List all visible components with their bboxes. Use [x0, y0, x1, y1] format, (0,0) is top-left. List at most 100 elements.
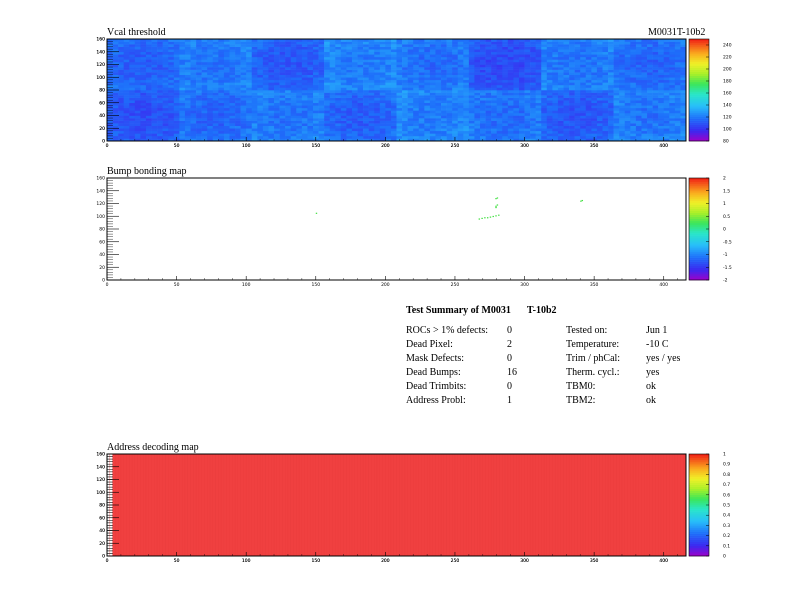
vcal-cell — [140, 59, 147, 63]
vcal-cell — [641, 69, 648, 73]
vcal-cell — [669, 72, 676, 75]
vcal-cell — [619, 51, 626, 55]
vcal-cell — [513, 61, 520, 65]
vcal-cell — [123, 67, 130, 70]
vcal-cell — [134, 51, 141, 55]
vcal-cell — [184, 49, 191, 53]
colorbar-cell-1 — [689, 204, 709, 207]
vcal-cell — [390, 39, 397, 42]
vcal-cell — [619, 54, 626, 58]
vcal-cell — [324, 112, 330, 116]
vcal-cell — [134, 107, 141, 111]
vcal-cell — [145, 120, 152, 124]
vcal-cell — [413, 97, 420, 101]
vcal-cell — [502, 64, 509, 68]
vcal-cell — [463, 118, 470, 121]
vcal-cell — [274, 95, 280, 98]
vcal-cell — [179, 138, 186, 142]
vcal-cell — [396, 59, 403, 63]
vcal-cell — [435, 46, 442, 50]
vcal-cell — [107, 107, 113, 111]
vcal-cell — [301, 84, 308, 88]
vcal-cell — [630, 51, 637, 55]
vcal-cell — [112, 92, 119, 96]
vcal-cell — [162, 118, 169, 121]
vcal-cell — [279, 115, 286, 119]
vcal-cell — [596, 102, 603, 106]
vcal-cell — [324, 130, 330, 134]
vcal-cell — [535, 77, 542, 81]
colorbar-cell-1 — [689, 267, 709, 271]
vcal-cell — [357, 72, 364, 75]
vcal-cell — [463, 59, 470, 63]
vcal-cell — [229, 120, 236, 124]
vcal-cell — [357, 67, 364, 70]
vcal-cell — [669, 133, 676, 137]
vcal-cell — [524, 54, 531, 58]
vcal-cell — [296, 39, 303, 42]
vcal-cell — [574, 77, 581, 81]
vcal-cell — [669, 44, 676, 47]
vcal-cell — [480, 115, 486, 119]
vcal-cell — [569, 100, 575, 104]
vcal-cell — [535, 54, 542, 58]
vcal-cell — [379, 84, 386, 88]
vcal-cell — [530, 118, 536, 121]
vcal-cell — [296, 90, 303, 93]
vcal-cell — [162, 135, 169, 139]
vcal-cell — [212, 49, 219, 53]
vcal-cell — [357, 135, 364, 139]
vcal-cell — [107, 95, 113, 98]
vcal-cell — [452, 67, 459, 70]
vcal-cell — [363, 123, 369, 126]
vcal-cell — [480, 46, 486, 50]
vcal-cell — [429, 112, 436, 116]
vcal-cell — [390, 51, 397, 55]
vcal-cell — [184, 72, 191, 75]
vcal-cell — [468, 84, 475, 88]
vcal-cell — [518, 87, 525, 91]
vcal-cell — [457, 128, 464, 132]
vcal-cell — [441, 110, 447, 114]
vcal-cell — [407, 87, 414, 91]
vcal-cell — [290, 90, 297, 93]
vcal-cell — [279, 102, 286, 106]
vcal-cell — [507, 82, 514, 86]
vcal-cell — [357, 118, 364, 121]
vcal-cell — [340, 84, 347, 88]
vcal-cell — [118, 135, 125, 139]
vcal-cell — [652, 64, 659, 68]
vcal-cell — [602, 118, 609, 121]
vcal-cell — [240, 49, 247, 53]
vcal-cell — [491, 61, 498, 65]
vcal-cell — [151, 51, 158, 55]
vcal-cell — [201, 92, 208, 96]
vcal-cell — [324, 87, 330, 91]
vcal-cell — [184, 82, 191, 86]
vcal-cell — [157, 120, 163, 124]
vcal-cell — [396, 49, 403, 53]
vcal-cell — [585, 105, 592, 109]
vcal-cell — [157, 67, 163, 70]
vcal-cell — [385, 61, 392, 65]
vcal-cell — [580, 100, 587, 104]
x-tick-label-2-5: 250 — [451, 558, 460, 564]
vcal-cell — [279, 46, 286, 50]
vcal-cell — [385, 138, 392, 142]
vcal-cell — [318, 107, 325, 111]
vcal-cell — [374, 128, 381, 132]
vcal-cell — [452, 100, 459, 104]
vcal-cell — [407, 72, 414, 75]
vcal-cell — [290, 133, 297, 137]
vcal-cell — [257, 112, 264, 116]
vcal-cell — [223, 105, 230, 109]
vcal-cell — [251, 59, 258, 63]
vcal-cell — [296, 67, 303, 70]
vcal-cell — [396, 130, 403, 134]
vcal-cell — [262, 39, 269, 42]
y-tick-label-0-8: 160 — [96, 37, 105, 43]
vcal-cell — [246, 112, 253, 116]
vcal-cell — [335, 120, 342, 124]
vcal-cell — [546, 130, 553, 134]
vcal-cell — [624, 128, 631, 132]
